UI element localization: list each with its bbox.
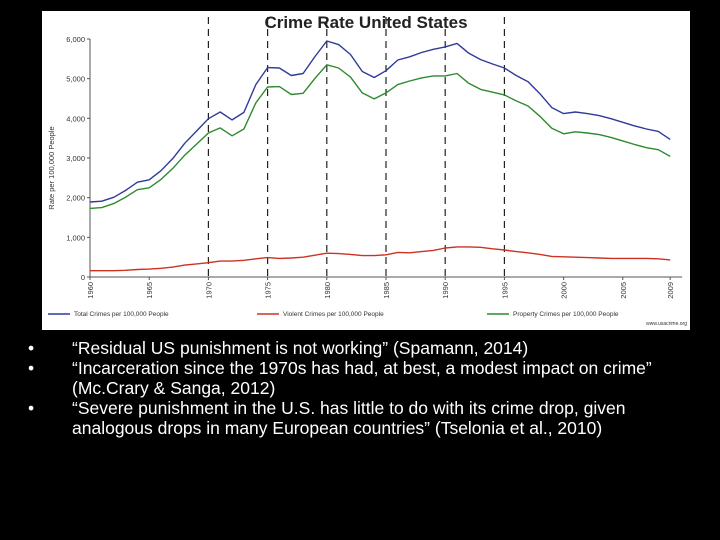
y-tick-label: 2,000 — [66, 194, 85, 203]
bullet-item: • “Incarceration since the 1970s has had… — [28, 358, 700, 398]
x-tick-label: 2000 — [560, 282, 569, 299]
bullet-list: • “Residual US punishment is not working… — [28, 338, 700, 438]
x-tick-label: 1970 — [204, 282, 213, 299]
chart-panel: Crime Rate United States 0 1,000 2,000 3,00… — [42, 11, 690, 330]
bullet-text: “Incarceration since the 1970s has had, … — [72, 358, 652, 398]
y-tick-label: 3,000 — [66, 154, 85, 163]
series-line-1 — [90, 246, 671, 272]
y-tick-label: 4,000 — [66, 114, 85, 123]
chart-legend: Total Crimes per 100,000 People Violent C… — [48, 311, 687, 327]
series-line-0 — [89, 40, 671, 203]
x-tick-label: 1980 — [323, 282, 332, 299]
bullet-icon: • — [28, 398, 35, 418]
y-tick-label: 5,000 — [66, 75, 85, 84]
bullet-text: “Severe punishment in the U.S. has littl… — [72, 398, 626, 438]
bullet-icon: • — [28, 338, 35, 358]
y-axis-label: Rate per 100,000 People — [47, 126, 56, 209]
bullet-icon: • — [28, 358, 35, 378]
bullet-item: • “Residual US punishment is not working… — [28, 338, 700, 358]
y-tick-label: 6,000 — [66, 35, 85, 44]
chart-title: Crime Rate United States — [264, 13, 467, 32]
crime-rate-chart: Crime Rate United States 0 1,000 2,000 3,00… — [42, 11, 690, 330]
x-tick-label: 1975 — [264, 282, 273, 299]
x-tick-label: 2005 — [619, 282, 628, 299]
legend-label: Property Crimes per 100,000 People — [513, 311, 619, 318]
x-tick-label: 1985 — [382, 282, 391, 299]
y-tick-label: 0 — [81, 273, 85, 282]
bullet-text: “Residual US punishment is not working” … — [72, 338, 529, 358]
x-tick-label: 1965 — [145, 282, 154, 299]
series-group — [89, 40, 671, 272]
axis-group: 0 1,000 2,000 3,000 4,000 5,000 6,000 Rate per … — [47, 17, 682, 299]
x-tick-label: 1960 — [86, 282, 95, 299]
legend-label: Violent Crimes per 100,000 People — [283, 311, 384, 318]
bullet-item: • “Severe punishment in the U.S. has lit… — [28, 398, 700, 438]
series-line-2 — [89, 64, 671, 210]
x-tick-label: 2009 — [666, 282, 675, 299]
x-tick-label: 1990 — [441, 282, 450, 299]
credit-label: www.usacrime.org — [646, 321, 687, 327]
legend-label: Total Crimes per 100,000 People — [74, 311, 169, 318]
x-tick-label: 1995 — [500, 282, 509, 299]
y-tick-label: 1,000 — [66, 233, 85, 242]
